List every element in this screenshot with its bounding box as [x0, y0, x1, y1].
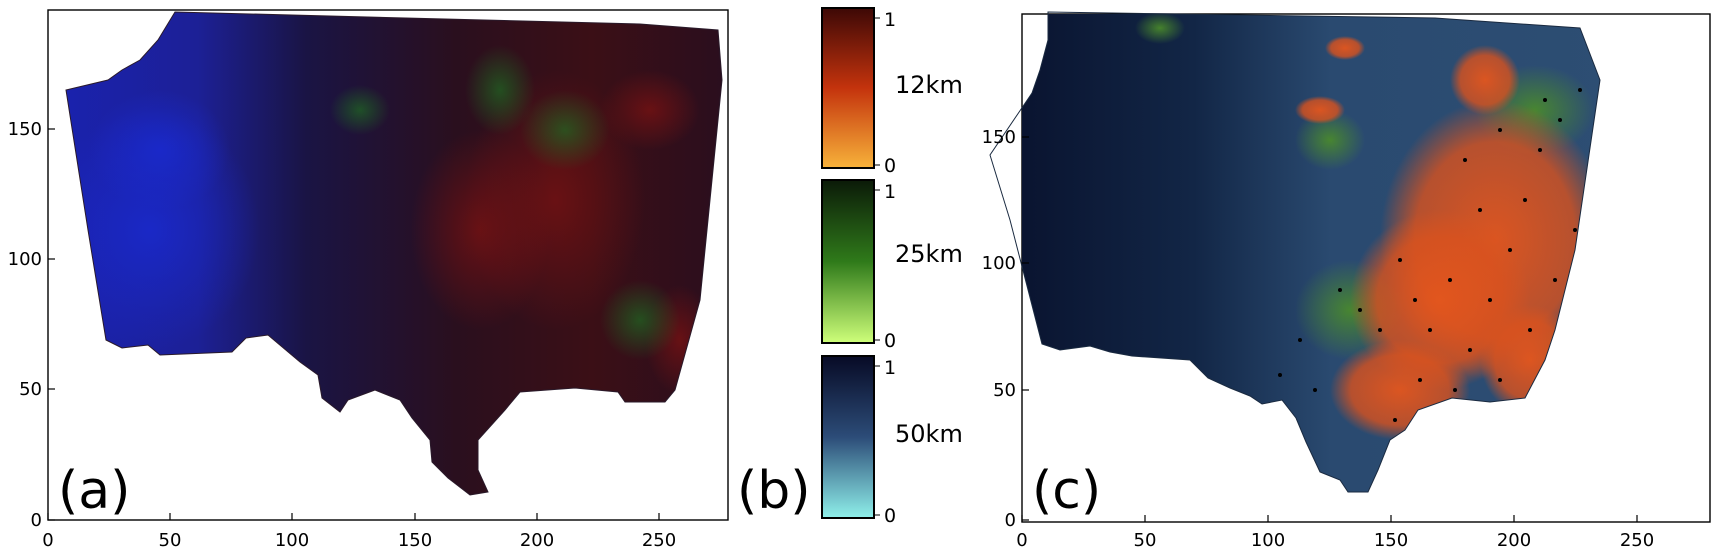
- panel-c-xtick: 100: [1251, 530, 1285, 551]
- colorbar-max-label: 1: [884, 9, 896, 31]
- panel-c-xtick: 0: [1016, 530, 1027, 551]
- panel-c-xtick: 200: [1497, 530, 1531, 551]
- panel-a-label: (a): [58, 461, 130, 521]
- panel-a-xtick: 0: [42, 530, 53, 551]
- panel-a-xtick: 200: [520, 530, 554, 551]
- panel-b: (b) 1 0 12km 1 0 25km 1 0 50km: [737, 7, 963, 527]
- colorbar-12km: 1 0 12km: [821, 7, 963, 177]
- panel-c-label: (c): [1032, 461, 1101, 521]
- colorbar-max-label: 1: [884, 181, 896, 203]
- panel-c-xtick: 150: [1374, 530, 1408, 551]
- colorbar-25km: 1 0 25km: [821, 179, 963, 352]
- colorbar-name: 12km: [895, 71, 963, 99]
- panel-c-xtick: 50: [1134, 530, 1157, 551]
- colorbar-min-label: 0: [884, 330, 896, 352]
- panel-a-ytick: 0: [31, 510, 42, 531]
- panel-a-ytick: 100: [8, 249, 42, 270]
- panel-c-ytick: 50: [993, 380, 1016, 401]
- panel-a-xtick: 100: [275, 530, 309, 551]
- colorbar-name: 50km: [895, 420, 963, 448]
- panel-a-xtick: 150: [398, 530, 432, 551]
- panel-c-xtick: 250: [1620, 530, 1654, 551]
- colorbar-name: 25km: [895, 240, 963, 268]
- panel-c-ticks: [1021, 136, 1638, 522]
- panel-c-ytick: 0: [1005, 510, 1016, 531]
- panel-a-ytick: 150: [8, 119, 42, 140]
- colorbar-min-label: 0: [884, 505, 896, 527]
- panel-c-ytick: 100: [982, 253, 1016, 274]
- panel-c: 0 50 100 150 200 250 0 50 100 150 (c): [982, 11, 1711, 551]
- panel-b-label: (b): [737, 461, 811, 521]
- panel-a-ticks: [47, 128, 660, 521]
- panel-a-xtick: 250: [642, 530, 676, 551]
- panel-a: 0 50 100 150 200 250 0 50 100 150 (a): [8, 9, 729, 551]
- colorbar-min-label: 0: [884, 155, 896, 177]
- colorbar-50km: 1 0 50km: [821, 355, 963, 527]
- panel-c-ytick: 150: [982, 127, 1016, 148]
- panel-a-ytick: 50: [19, 379, 42, 400]
- panel-a-xtick: 50: [159, 530, 182, 551]
- colorbar-max-label: 1: [884, 357, 896, 379]
